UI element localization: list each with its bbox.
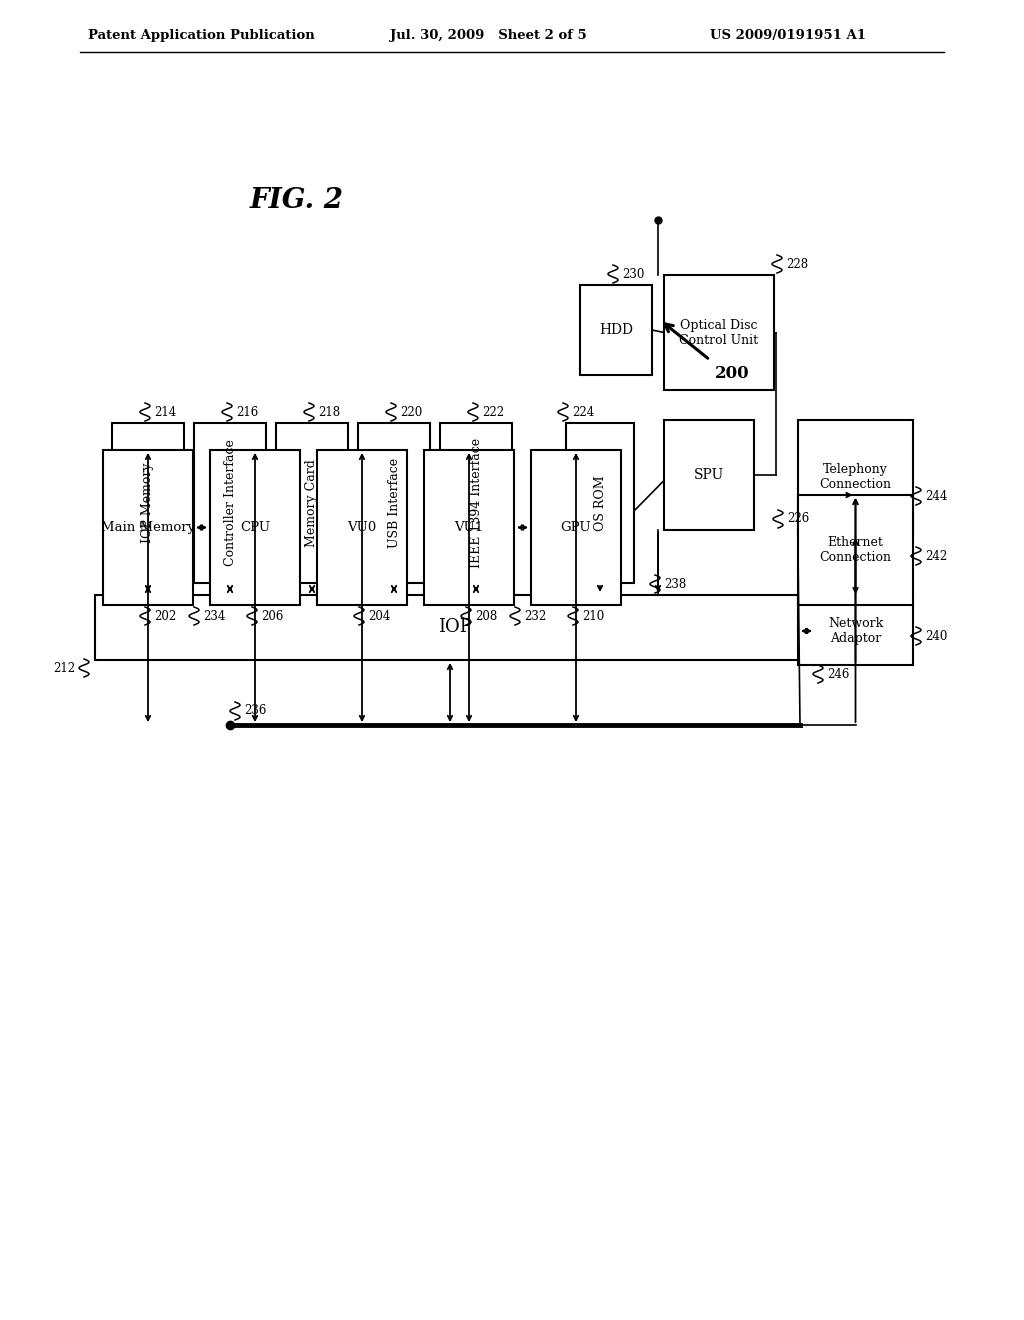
Text: VU0: VU0 (347, 521, 377, 535)
Text: IOP: IOP (438, 619, 472, 636)
Bar (210, 450, 300, 605)
Text: 216: 216 (236, 405, 258, 418)
Text: 222: 222 (482, 405, 504, 418)
Text: IOP Memory: IOP Memory (141, 463, 155, 544)
Text: 220: 220 (400, 405, 422, 418)
Bar (440, 422, 512, 583)
Bar (531, 450, 621, 605)
Text: 218: 218 (318, 405, 340, 418)
Bar (798, 597, 913, 665)
Text: SPU: SPU (694, 469, 724, 482)
Bar (317, 450, 407, 605)
Bar (358, 422, 430, 583)
Text: US 2009/0191951 A1: US 2009/0191951 A1 (710, 29, 866, 41)
Text: OS ROM: OS ROM (594, 475, 606, 531)
Text: 234: 234 (203, 610, 225, 623)
Text: HDD: HDD (599, 323, 633, 337)
Text: 208: 208 (475, 610, 498, 623)
Text: Controller Interface: Controller Interface (223, 440, 237, 566)
Text: 244: 244 (925, 490, 947, 503)
Bar (424, 450, 514, 605)
Bar (798, 495, 913, 605)
Text: 224: 224 (572, 405, 594, 418)
Text: 238: 238 (664, 578, 686, 590)
Text: 236: 236 (244, 705, 266, 718)
Text: Jul. 30, 2009   Sheet 2 of 5: Jul. 30, 2009 Sheet 2 of 5 (390, 29, 587, 41)
Bar (664, 420, 754, 531)
Text: CPU: CPU (240, 521, 270, 535)
Bar (95, 595, 815, 660)
Text: Patent Application Publication: Patent Application Publication (88, 29, 314, 41)
Bar (798, 420, 913, 535)
Text: 240: 240 (925, 630, 947, 643)
Text: Network
Adaptor: Network Adaptor (827, 616, 883, 645)
Text: Memory Card: Memory Card (305, 459, 318, 546)
Text: 214: 214 (154, 405, 176, 418)
Bar (566, 422, 634, 583)
Text: Optical Disc
Control Unit: Optical Disc Control Unit (680, 318, 759, 346)
Text: 228: 228 (786, 257, 808, 271)
Text: VU1: VU1 (455, 521, 483, 535)
Bar (276, 422, 348, 583)
Text: 246: 246 (827, 668, 849, 681)
Bar (580, 285, 652, 375)
Text: 210: 210 (582, 610, 604, 623)
Bar (664, 275, 774, 389)
Text: 200: 200 (715, 366, 750, 381)
Text: GPU: GPU (561, 521, 591, 535)
Bar (194, 422, 266, 583)
Text: 226: 226 (787, 512, 809, 525)
Bar (112, 422, 184, 583)
Text: 206: 206 (261, 610, 284, 623)
Text: FIG. 2: FIG. 2 (250, 186, 344, 214)
Text: Ethernet
Connection: Ethernet Connection (819, 536, 892, 564)
Text: 242: 242 (925, 549, 947, 562)
Text: 232: 232 (524, 610, 546, 623)
Text: 230: 230 (622, 268, 644, 281)
Text: IEEE 1394 Interface: IEEE 1394 Interface (469, 438, 482, 568)
Text: 202: 202 (154, 610, 176, 623)
Text: 212: 212 (53, 661, 75, 675)
Text: Main Memory: Main Memory (101, 521, 195, 535)
Bar (103, 450, 193, 605)
Text: 204: 204 (368, 610, 390, 623)
Text: USB Interface: USB Interface (387, 458, 400, 548)
Text: Telephony
Connection: Telephony Connection (819, 463, 892, 491)
